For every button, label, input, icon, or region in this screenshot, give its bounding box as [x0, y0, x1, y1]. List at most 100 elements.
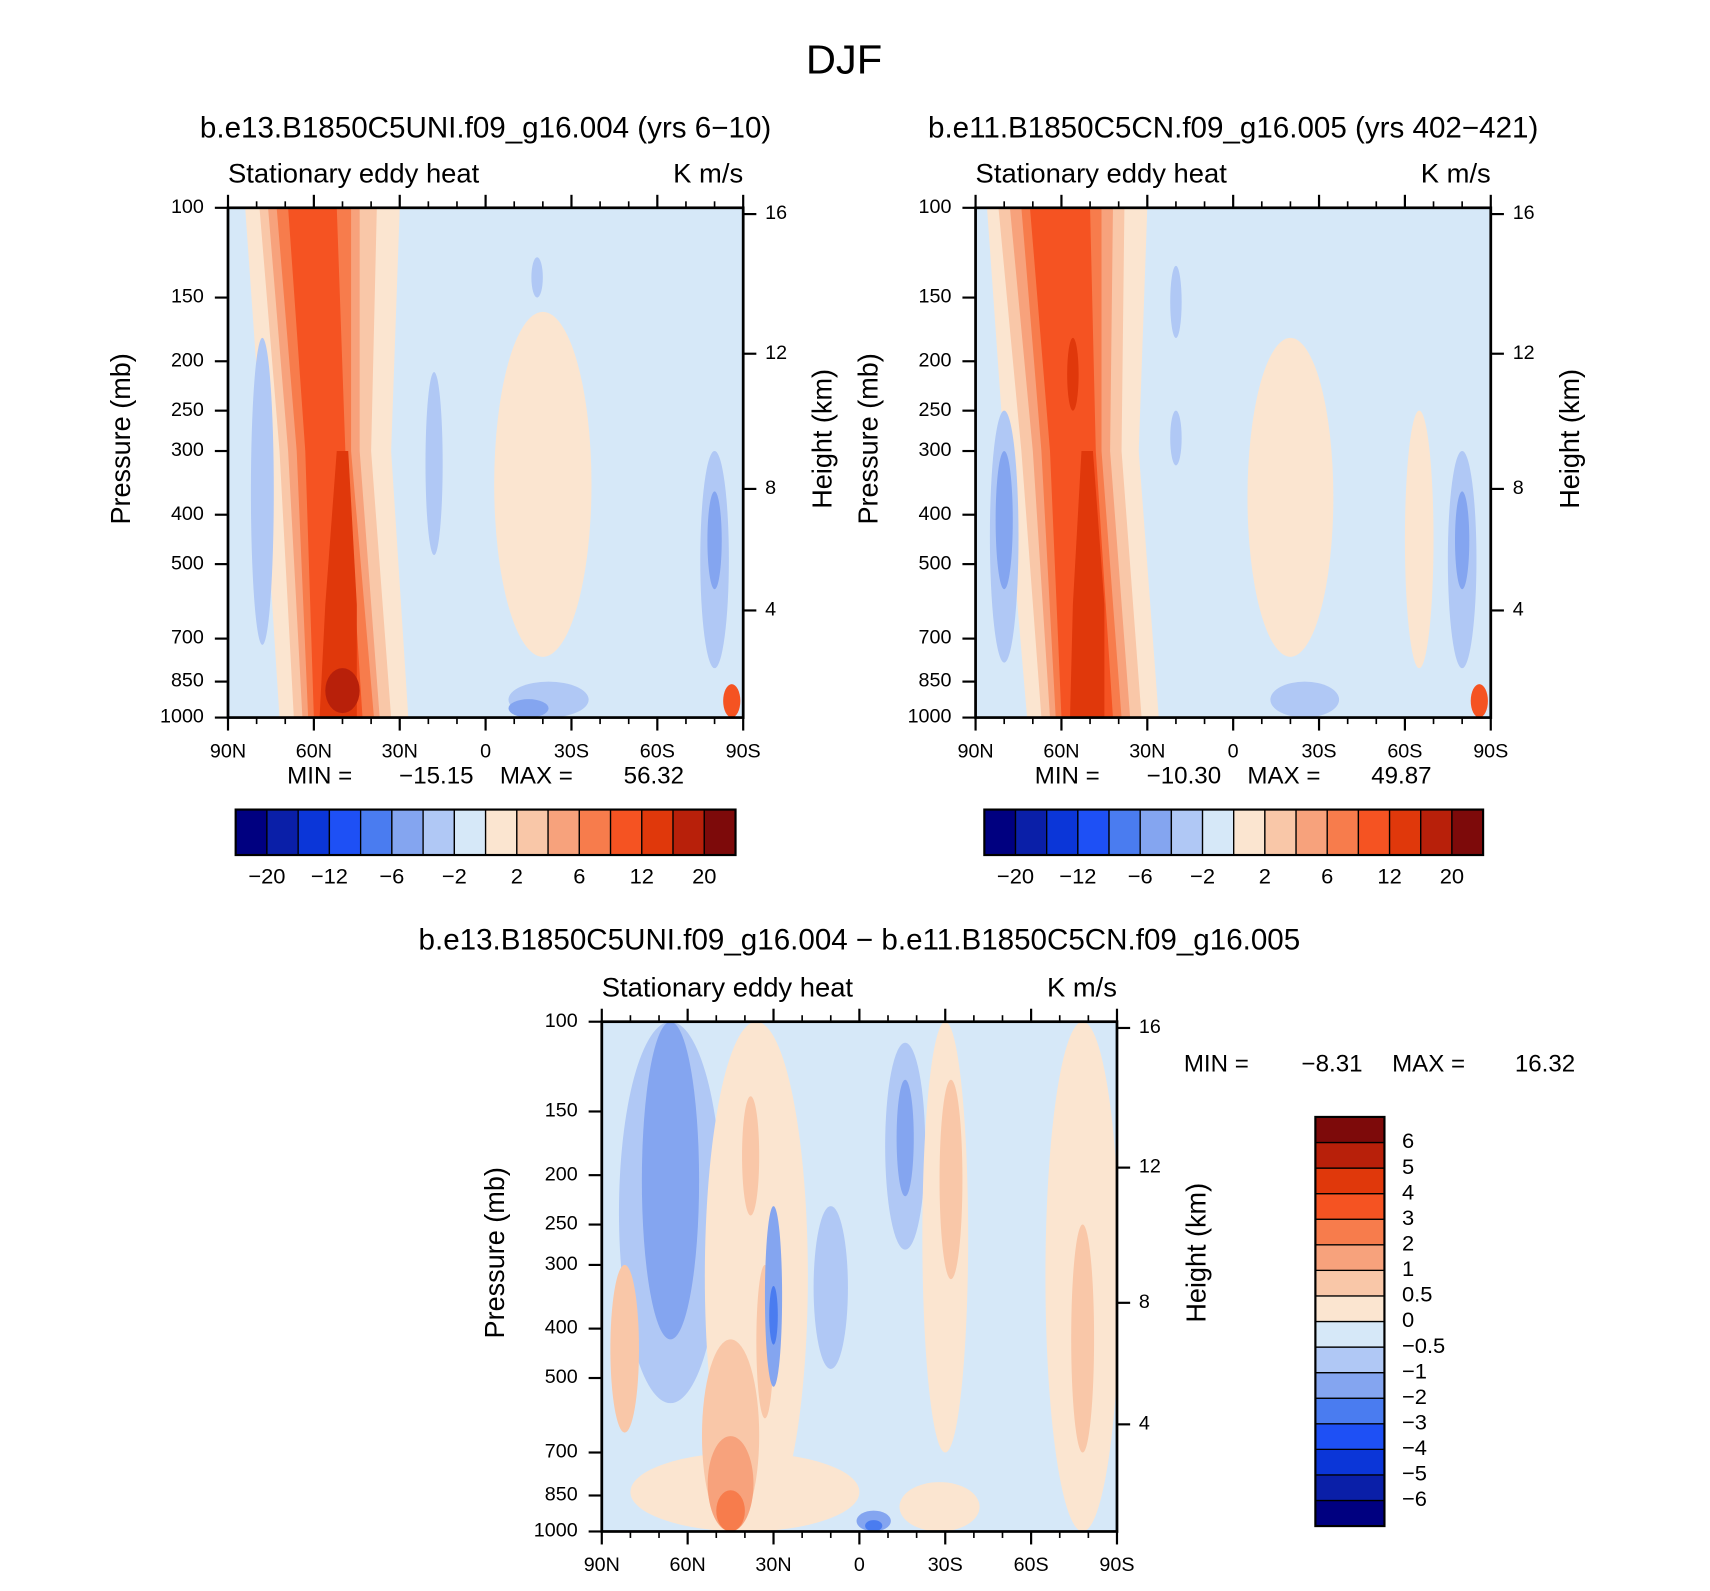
colorbar-box: [1314, 1295, 1386, 1323]
contour-blob: [1270, 681, 1340, 718]
colorbar-label: 20: [1440, 864, 1464, 889]
colorbar-box: [1420, 808, 1453, 856]
contour-blob: [494, 311, 592, 657]
contour-blob: [1247, 337, 1334, 657]
colorbar-label: 6: [573, 864, 585, 889]
colorbar-box: [1451, 808, 1484, 856]
colorbar-frame: [983, 808, 1485, 857]
x-tick-label: 60N: [1043, 740, 1079, 762]
x-tick-label: 60N: [296, 740, 332, 762]
x-tick-label: 60N: [670, 1554, 706, 1576]
x-tick-label: 30S: [554, 740, 589, 762]
stat-value: 16.32: [1515, 1050, 1575, 1077]
colorbar-label: 2: [511, 864, 523, 889]
colorbar-box: [516, 808, 549, 856]
colorbar-box: [1170, 808, 1204, 856]
x-tick-label: 30N: [755, 1554, 791, 1576]
colorbar-label: −6: [379, 864, 404, 889]
y-tick-label: 200: [545, 1163, 578, 1185]
colorbar-label: 1: [1402, 1256, 1414, 1281]
y-tick-label: 700: [919, 627, 952, 649]
figure-title: DJF: [806, 37, 882, 83]
y-tick-label: 850: [171, 670, 204, 692]
y-tick-label: 700: [171, 627, 204, 649]
colorbar-frame: [234, 808, 737, 857]
x-tick-label: 90N: [584, 1554, 620, 1576]
contour-field: [601, 1021, 1117, 1532]
x-tick-label: 90S: [726, 740, 761, 762]
colorbar-label: −20: [997, 864, 1034, 889]
stat-value: −10.30: [1147, 763, 1221, 790]
y-tick-label: 250: [919, 399, 952, 421]
y-tick-label: 1000: [908, 706, 952, 728]
x-tick-label: 60S: [1014, 1554, 1049, 1576]
panel-title: b.e11.B1850C5CN.f09_g16.005 (yrs 402−421…: [928, 112, 1538, 145]
colorbar-box: [1314, 1499, 1386, 1527]
colorbar-label: 5: [1402, 1154, 1414, 1179]
y-tick-label: 150: [171, 286, 204, 308]
stat-name: MAX =: [1247, 763, 1320, 790]
y2-axis-label: Height (km): [1180, 1183, 1211, 1323]
y-tick-label: 150: [545, 1100, 578, 1122]
stat-name: MAX =: [500, 763, 573, 790]
y-tick-label: 200: [919, 350, 952, 372]
contour-blob: [1404, 410, 1434, 669]
y-tick-label: 1000: [534, 1520, 578, 1542]
colorbar-box: [1314, 1141, 1386, 1169]
x-tick-label: 30N: [382, 740, 418, 762]
colorbar-box: [1139, 808, 1173, 856]
x-tick-label: 90S: [1473, 740, 1508, 762]
colorbar-box: [1357, 808, 1391, 856]
contour-blob: [865, 1520, 883, 1532]
colorbar-box: [1388, 808, 1422, 856]
colorbar-box: [359, 808, 393, 856]
y-tick-label: 850: [545, 1484, 578, 1506]
colorbar-box: [1314, 1423, 1386, 1451]
colorbar-box: [1314, 1193, 1386, 1220]
colorbar-box: [609, 808, 643, 856]
contour-blob: [1067, 337, 1079, 411]
colorbar-label: −12: [311, 864, 348, 889]
contour-blob: [1470, 684, 1488, 718]
contour-blob: [899, 1482, 980, 1532]
colorbar-box: [1233, 808, 1266, 856]
contour-blob: [531, 257, 543, 298]
contour-blob: [896, 1079, 914, 1197]
y-tick-label: 250: [545, 1213, 578, 1235]
colorbar-label: −6: [1402, 1486, 1427, 1511]
x-tick-label: 60S: [640, 740, 675, 762]
stat-value: 56.32: [624, 763, 684, 790]
y2-tick-label: 8: [1513, 477, 1524, 499]
stat-name: MIN =: [1035, 763, 1100, 790]
colorbar-box: [1314, 1371, 1386, 1399]
contour-blob: [1170, 265, 1182, 338]
contour-blob: [995, 451, 1013, 590]
colorbar-box: [1314, 1116, 1386, 1144]
colorbar-box: [266, 808, 299, 856]
colorbar-label: −2: [442, 864, 467, 889]
colorbar-box: [1046, 808, 1079, 856]
colorbar-label: 12: [1377, 864, 1401, 889]
colorbar-label: 0: [1402, 1307, 1414, 1332]
colorbar-box: [703, 808, 737, 856]
colorbar-label: −0.5: [1402, 1333, 1445, 1358]
x-tick-label: 60S: [1387, 740, 1422, 762]
panel-title: b.e13.B1850C5UNI.f09_g16.004 (yrs 6−10): [200, 112, 771, 145]
contour-blob: [723, 684, 741, 718]
y-tick-label: 100: [545, 1010, 578, 1032]
colorbar-box: [453, 808, 487, 856]
stat-value: −8.31: [1302, 1050, 1363, 1077]
y-tick-label: 500: [171, 552, 204, 574]
y-tick-label: 500: [919, 552, 952, 574]
x-tick-label: 30S: [1301, 740, 1336, 762]
y-tick-label: 400: [545, 1317, 578, 1339]
y-tick-label: 100: [171, 196, 204, 218]
contour-blob: [813, 1206, 848, 1369]
y2-tick-label: 16: [1139, 1016, 1161, 1038]
contour-blob: [508, 699, 549, 718]
y-tick-label: 250: [171, 399, 204, 421]
x-tick-label: 30N: [1129, 740, 1165, 762]
y-tick-label: 200: [171, 350, 204, 372]
y-tick-label: 700: [545, 1441, 578, 1463]
contour-field: [228, 207, 744, 718]
